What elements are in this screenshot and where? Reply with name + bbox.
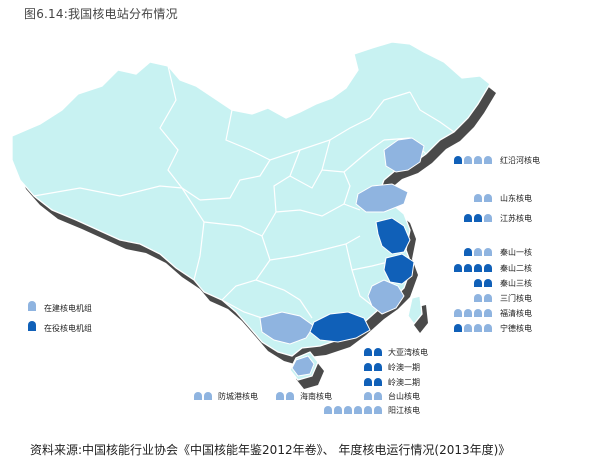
plant-label: 阳江核电: [388, 406, 420, 415]
legend-construction-label: 在建核电机组: [44, 304, 92, 313]
construction-unit-marker: [464, 156, 472, 164]
plant-label: 三门核电: [500, 294, 532, 303]
plant-label: 红沿河核电: [500, 156, 540, 165]
operating-unit-marker: [454, 264, 462, 272]
construction-unit-marker: [374, 392, 382, 400]
plant-label: 秦山三核: [500, 279, 532, 288]
construction-unit-marker: [484, 248, 492, 256]
operating-unit-marker: [454, 324, 462, 332]
construction-unit-marker: [474, 309, 482, 317]
operating-unit-marker: [374, 348, 382, 356]
operating-unit-marker: [374, 363, 382, 371]
operating-unit-marker: [364, 348, 372, 356]
construction-unit-marker: [484, 214, 492, 222]
operating-unit-marker: [484, 279, 492, 287]
plant-label: 岭澳一期: [388, 363, 420, 372]
province-jiangsu: [375, 217, 411, 255]
plant-label: 台山核电: [388, 392, 420, 401]
construction-unit-marker: [324, 406, 332, 414]
construction-unit-marker: [334, 406, 342, 414]
operating-unit-marker: [474, 279, 482, 287]
construction-unit-marker: [344, 406, 352, 414]
plant-label: 秦山二核: [500, 264, 532, 273]
plant-label: 宁德核电: [500, 324, 532, 333]
construction-unit-marker: [484, 194, 492, 202]
legend: [28, 301, 36, 331]
plant-label: 防城港核电: [218, 392, 258, 401]
construction-unit-marker: [474, 156, 482, 164]
construction-unit-marker: [474, 324, 482, 332]
construction-unit-marker: [474, 294, 482, 302]
construction-unit-marker: [374, 406, 382, 414]
construction-unit-marker: [484, 294, 492, 302]
province-fujian: [367, 279, 405, 315]
source-note: 资料来源:中国核能行业协会《中国核能年鉴2012年卷》、 年度核电运行情况(20…: [30, 443, 511, 457]
operating-unit-marker: [364, 378, 372, 386]
legend-construction-marker: [28, 301, 36, 311]
construction-unit-marker: [474, 248, 482, 256]
plant-label: 秦山一核: [500, 248, 532, 257]
operating-unit-marker: [464, 264, 472, 272]
construction-unit-marker: [464, 309, 472, 317]
province-shandong: [355, 183, 409, 213]
province-zhejiang: [383, 253, 415, 285]
province-liaoning: [383, 137, 425, 173]
construction-unit-marker: [454, 309, 462, 317]
page-title: 图6.14:我国核电站分布情况: [24, 7, 178, 21]
plant-markers: [194, 156, 492, 414]
province-guangxi: [259, 311, 315, 345]
construction-unit-marker: [194, 392, 202, 400]
construction-unit-marker: [364, 392, 372, 400]
construction-unit-marker: [364, 406, 372, 414]
province-guangdong: [309, 311, 371, 343]
plant-label: 岭澳二期: [388, 378, 420, 387]
operating-unit-marker: [484, 264, 492, 272]
construction-unit-marker: [286, 392, 294, 400]
operating-unit-marker: [464, 214, 472, 222]
operating-unit-marker: [454, 156, 462, 164]
provinces-construction: [259, 137, 425, 377]
plant-label: 山东核电: [500, 194, 532, 203]
construction-unit-marker: [354, 406, 362, 414]
plant-label: 福清核电: [500, 309, 532, 318]
plant-label: 海南核电: [300, 392, 332, 401]
provinces-operating: [309, 217, 415, 343]
taiwan-island: [407, 295, 423, 326]
construction-unit-marker: [484, 156, 492, 164]
construction-unit-marker: [474, 194, 482, 202]
operating-unit-marker: [374, 378, 382, 386]
operating-unit-marker: [474, 214, 482, 222]
construction-unit-marker: [484, 309, 492, 317]
construction-unit-marker: [204, 392, 212, 400]
plant-label: 大亚湾核电: [388, 348, 428, 357]
construction-unit-marker: [484, 324, 492, 332]
map-land: [11, 41, 491, 381]
operating-unit-marker: [474, 264, 482, 272]
legend-operating-marker: [28, 321, 36, 331]
construction-unit-marker: [276, 392, 284, 400]
province-borders: [33, 65, 455, 321]
plant-label: 江苏核电: [500, 214, 532, 223]
province-hainan: [291, 355, 315, 377]
operating-unit-marker: [464, 248, 472, 256]
construction-unit-marker: [464, 324, 472, 332]
operating-unit-marker: [364, 363, 372, 371]
legend-operating-label: 在役核电机组: [44, 324, 92, 333]
